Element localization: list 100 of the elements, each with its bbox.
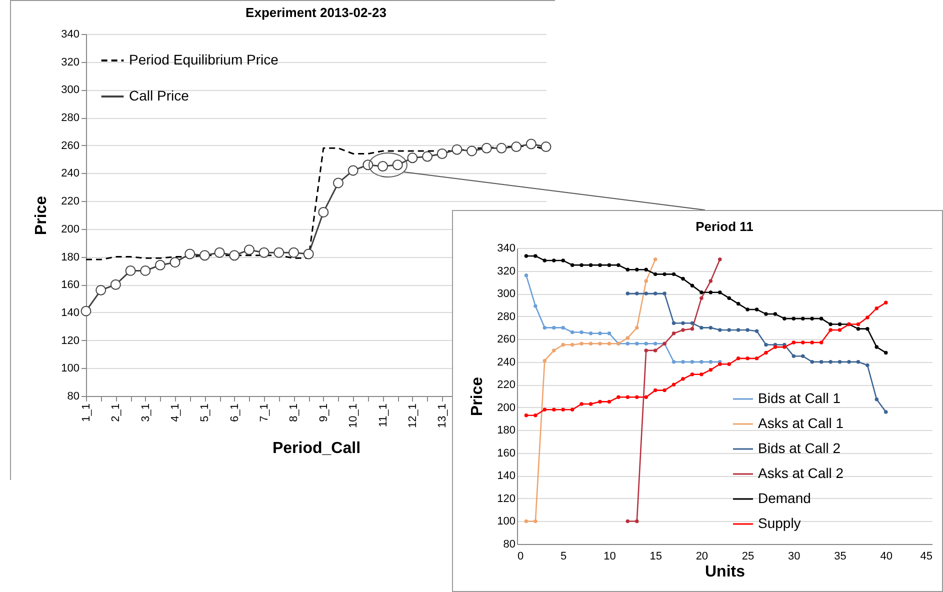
x-tick-label: 15: [650, 550, 662, 562]
point: [773, 345, 778, 349]
x-tick-label: 2_1: [110, 404, 122, 422]
point: [764, 342, 768, 347]
point: [570, 263, 574, 267]
point: [672, 332, 676, 336]
point: [718, 328, 722, 332]
point: [580, 263, 584, 267]
legend-label: Asks at Call 1: [758, 415, 844, 431]
point: [184, 248, 196, 260]
y-tick-label: 80: [503, 538, 516, 550]
point: [552, 326, 556, 330]
x-tick-label: 13_1: [436, 404, 449, 428]
y-tick-label: 220: [61, 196, 80, 208]
legend-label: Bids at Call 1: [758, 390, 841, 406]
point: [672, 272, 676, 276]
point: [718, 258, 722, 262]
y-tick-label: 260: [61, 140, 80, 152]
point: [727, 362, 731, 366]
x-tick-label: 1_1: [80, 404, 92, 422]
y-tick-label: 340: [61, 28, 80, 40]
point: [635, 326, 639, 330]
point: [570, 330, 574, 334]
y-tick-label: 260: [497, 334, 516, 346]
point: [801, 316, 805, 320]
point: [542, 258, 547, 262]
x-axis-title: Units: [705, 564, 746, 580]
point: [626, 292, 630, 296]
legend-label: Demand: [758, 490, 811, 506]
point: [782, 316, 786, 320]
point: [496, 142, 507, 154]
point: [801, 354, 805, 358]
point: [481, 142, 492, 154]
point: [635, 342, 639, 346]
point: [534, 413, 538, 418]
point: [542, 408, 547, 412]
point: [690, 284, 694, 288]
y-tick-label: 100: [61, 362, 80, 375]
point: [810, 340, 814, 344]
point: [552, 348, 556, 352]
point: [588, 332, 593, 336]
y-tick-label: 140: [497, 470, 516, 482]
point: [874, 398, 879, 402]
x-tick-label: 25: [742, 550, 754, 562]
y-tick-label: 120: [497, 492, 516, 505]
point: [274, 247, 284, 258]
y-tick-label: 180: [497, 424, 516, 437]
point: [616, 263, 620, 267]
point: [672, 382, 676, 386]
point: [700, 290, 704, 294]
y-axis-title: Price: [469, 376, 486, 416]
point: [662, 388, 666, 392]
point: [819, 360, 824, 364]
point: [534, 519, 538, 524]
point: [170, 257, 180, 268]
y-tick-label: 320: [61, 56, 80, 68]
point: [708, 360, 713, 364]
point: [792, 316, 796, 320]
point: [570, 342, 574, 347]
point: [690, 326, 694, 331]
point: [644, 342, 648, 346]
legend-label: Bids at Call 2: [758, 440, 841, 456]
x-tick-label: 35: [834, 550, 846, 562]
point: [653, 348, 658, 352]
y-tick-label: 220: [497, 379, 516, 392]
point: [866, 316, 870, 320]
y-tick-label: 160: [61, 279, 80, 292]
x-tick-label: 9_1: [318, 404, 330, 422]
point: [199, 250, 210, 261]
point: [700, 372, 704, 376]
point: [580, 402, 584, 406]
point: [542, 326, 547, 330]
point: [303, 248, 314, 260]
point: [819, 340, 824, 344]
point: [598, 263, 602, 267]
point: [598, 400, 602, 404]
point: [466, 146, 478, 156]
point: [736, 356, 740, 360]
point: [708, 279, 713, 283]
y-tick-label: 280: [497, 310, 516, 323]
point: [856, 360, 860, 364]
point: [552, 258, 556, 262]
point: [96, 284, 106, 296]
point: [580, 342, 584, 346]
point: [635, 395, 639, 400]
x-tick-label: 10: [604, 550, 616, 562]
point: [561, 258, 565, 262]
point: [718, 290, 722, 294]
point: [607, 332, 612, 336]
x-tick-label: 12_1: [406, 404, 419, 428]
point: [635, 268, 639, 272]
point: [847, 360, 851, 364]
chart-title: Period 11: [696, 219, 754, 234]
point: [884, 350, 888, 355]
point: [644, 348, 648, 352]
point: [672, 360, 676, 364]
point: [866, 363, 870, 368]
point: [588, 342, 593, 346]
x-tick-label: 30: [788, 550, 800, 562]
legend-label: Supply: [758, 515, 801, 531]
